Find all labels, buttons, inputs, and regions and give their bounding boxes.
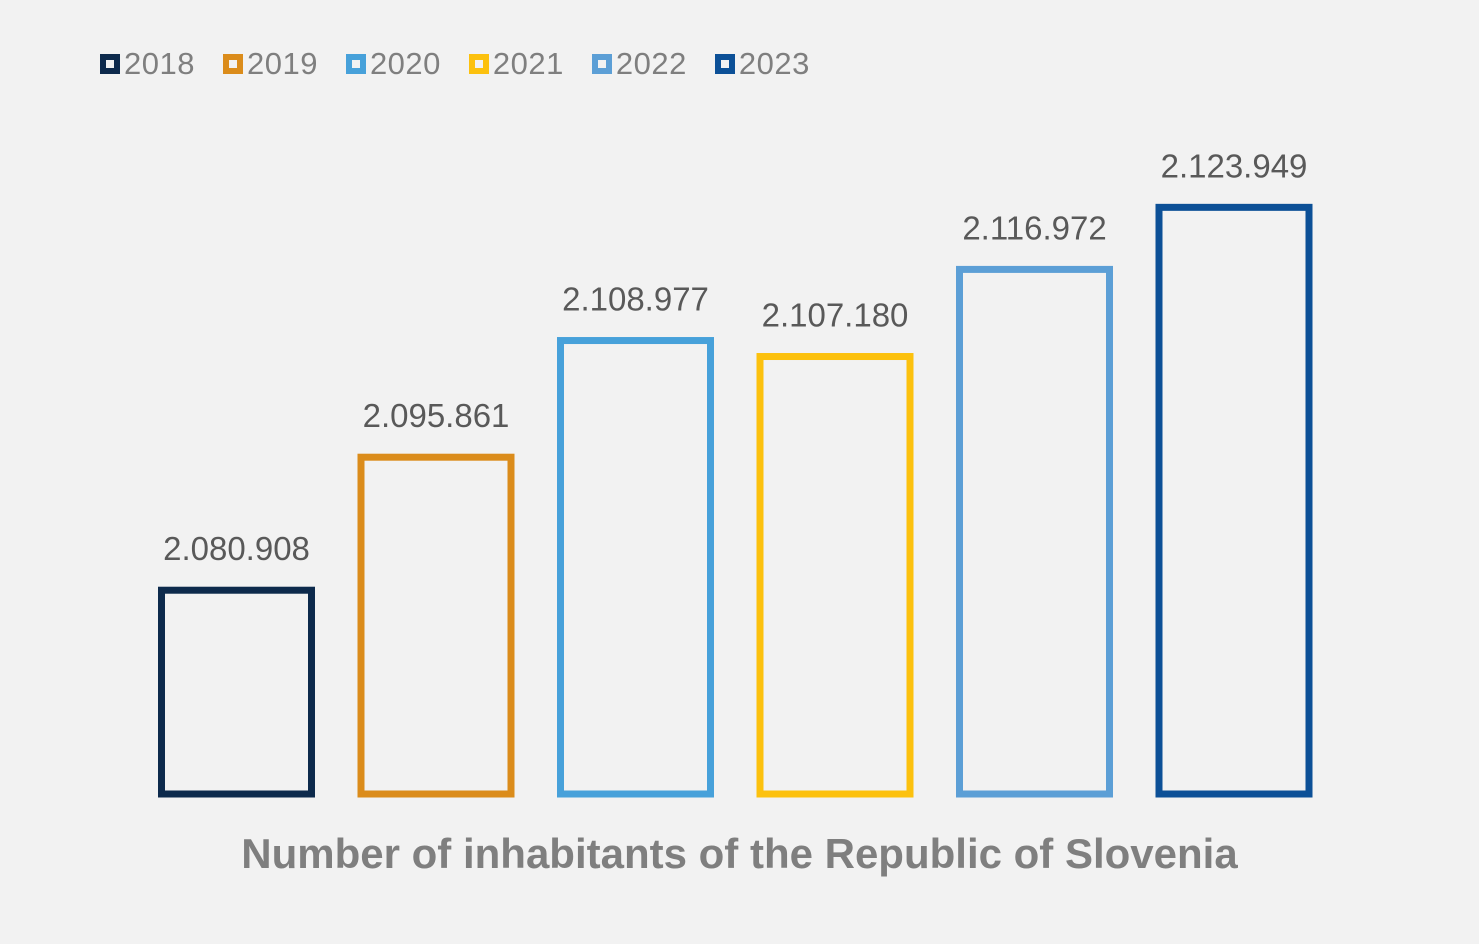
bar-2018 [158,586,315,798]
legend: 2018 2019 2020 2021 2022 2023 [100,44,838,84]
bar-2023 [1155,203,1313,798]
data-label-2019: 2.095.861 [363,397,510,434]
legend-item-2021: 2021 [468,46,564,82]
legend-item-2019: 2019 [222,46,318,82]
data-label-2021: 2.107.180 [762,297,909,334]
legend-swatch [222,54,243,74]
legend-label: 2020 [369,46,441,81]
legend-label: 2023 [738,46,810,81]
legend-label: 2021 [492,46,564,81]
legend-swatch [345,54,366,74]
legend-swatch [714,54,735,74]
bar-2020 [557,337,714,798]
legend-label: 2018 [124,46,195,81]
data-label-2022: 2.116.972 [962,209,1106,246]
legend-label: 2022 [615,46,687,81]
legend-item-2020: 2020 [345,46,441,82]
data-label-2023: 2.123.949 [1161,147,1308,184]
legend-item-2022: 2022 [591,46,687,82]
chart-title: Number of inhabitants of the Republic of… [241,830,1238,877]
bar-2021 [756,353,914,798]
bar-2022 [956,265,1113,798]
legend-swatch [468,54,489,74]
bar-2019 [357,453,515,798]
data-label-2020: 2.108.977 [562,281,709,318]
legend-swatch [100,54,120,74]
legend-item-2018: 2018 [100,46,195,82]
data-label-2018: 2.080.908 [163,530,310,567]
legend-swatch [591,54,612,74]
legend-label: 2019 [246,46,318,81]
legend-item-2023: 2023 [714,46,810,82]
